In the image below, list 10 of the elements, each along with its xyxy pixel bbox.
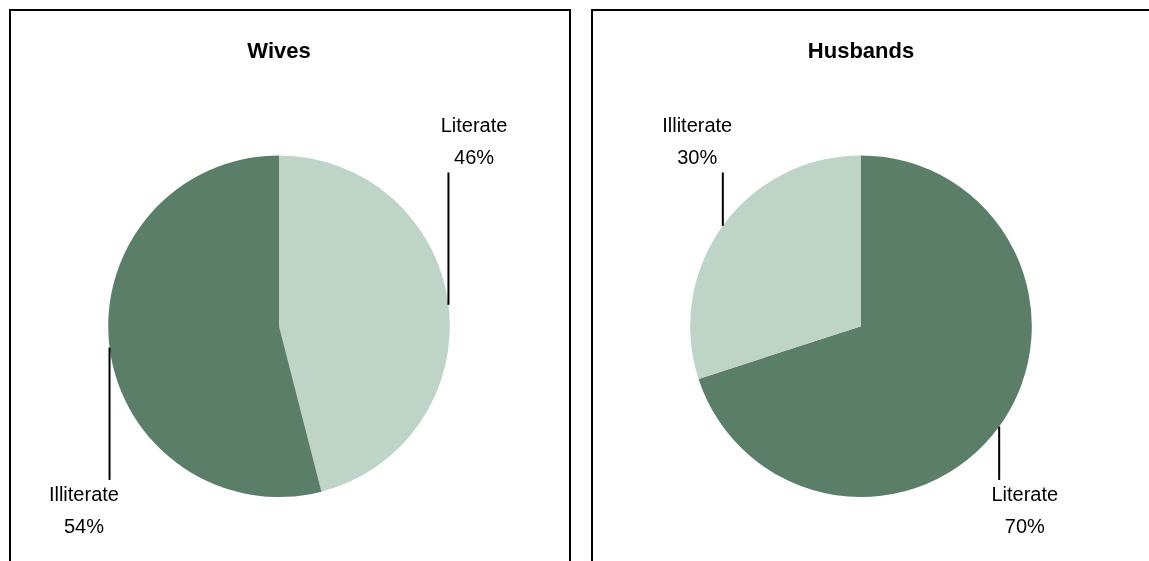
slice-label: Illiterate xyxy=(48,483,119,506)
slice-label: Literate xyxy=(440,114,508,136)
data-label: 70% xyxy=(1004,515,1046,538)
chart-title: Husbands xyxy=(807,38,915,64)
slice-label: Literate xyxy=(991,483,1059,506)
data-label: 46% xyxy=(454,146,495,168)
data-label: 30% xyxy=(677,146,718,168)
data-label: 54% xyxy=(63,515,105,538)
chart-title: Wives xyxy=(247,38,311,64)
slice-label: Illiterate xyxy=(662,114,733,136)
